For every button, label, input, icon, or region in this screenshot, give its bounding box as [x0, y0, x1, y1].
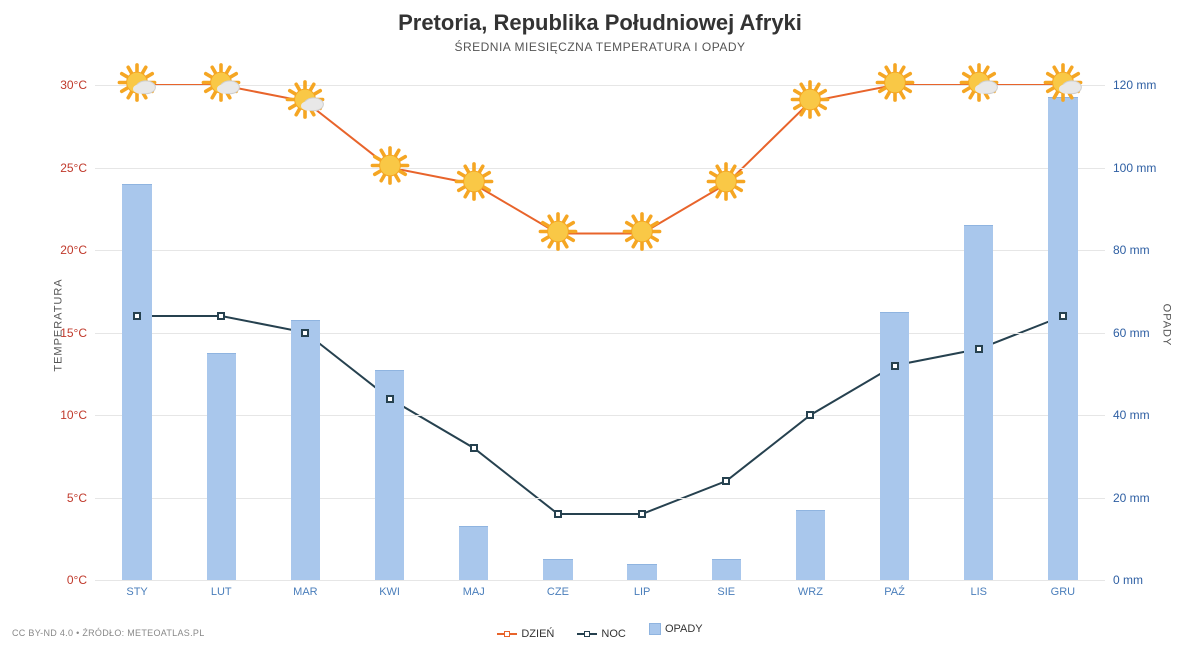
x-category-label: LUT [211, 586, 232, 598]
night-marker [1059, 312, 1067, 320]
y-tick-left: 30°C [60, 78, 95, 92]
gridline [95, 415, 1105, 416]
gridline [95, 498, 1105, 499]
climate-chart: Pretoria, Republika Południowej Afryki Ś… [0, 0, 1200, 650]
night-marker [554, 510, 562, 518]
legend-label-night: NOC [601, 628, 625, 640]
plot-area: 0°C5°C10°C15°C20°C25°C30°C0 mm20 mm40 mm… [95, 85, 1105, 580]
legend-item-day: DZIEŃ [497, 628, 554, 640]
legend-label-precip: OPADY [665, 623, 703, 635]
night-marker [470, 444, 478, 452]
precip-bar [207, 353, 236, 580]
y-tick-left: 20°C [60, 243, 95, 257]
x-category-label: LIS [970, 586, 987, 598]
legend-item-night: NOC [577, 628, 625, 640]
legend: DZIEŃ NOC OPADY [0, 623, 1200, 640]
precip-bar [291, 320, 320, 580]
gridline [95, 168, 1105, 169]
x-category-label: KWI [379, 586, 400, 598]
y-tick-right: 60 mm [1105, 326, 1150, 340]
y-tick-left: 5°C [67, 491, 95, 505]
precip-bar [1048, 97, 1077, 580]
x-category-label: PAŹ [884, 586, 905, 598]
night-marker [806, 411, 814, 419]
legend-swatch-precip [649, 623, 661, 635]
x-category-label: SIE [717, 586, 735, 598]
x-category-label: STY [126, 586, 147, 598]
x-category-label: WRZ [798, 586, 823, 598]
y-tick-left: 0°C [67, 573, 95, 587]
night-marker [301, 329, 309, 337]
precip-bar [796, 510, 825, 580]
x-category-label: LIP [634, 586, 651, 598]
gridline [95, 333, 1105, 334]
legend-swatch-night [577, 633, 597, 635]
night-marker [975, 345, 983, 353]
night-marker [722, 477, 730, 485]
x-category-label: MAR [293, 586, 317, 598]
legend-item-precip: OPADY [649, 623, 703, 635]
precip-bar [459, 526, 488, 580]
precip-bar [964, 225, 993, 580]
chart-subtitle: ŚREDNIA MIESIĘCZNA TEMPERATURA I OPADY [0, 40, 1200, 54]
night-marker [638, 510, 646, 518]
legend-swatch-day [497, 633, 517, 635]
x-category-label: MAJ [463, 586, 485, 598]
precip-bar [627, 564, 656, 581]
night-marker [386, 395, 394, 403]
y-tick-right: 120 mm [1105, 78, 1156, 92]
y-tick-right: 0 mm [1105, 573, 1143, 587]
precip-bar [543, 559, 572, 580]
night-marker [133, 312, 141, 320]
precip-bar [122, 184, 151, 580]
gridline [95, 580, 1105, 581]
y-tick-right: 100 mm [1105, 161, 1156, 175]
y-tick-right: 80 mm [1105, 243, 1150, 257]
night-marker [217, 312, 225, 320]
precip-bar [880, 312, 909, 580]
legend-label-day: DZIEŃ [521, 628, 554, 640]
gridline [95, 250, 1105, 251]
night-marker [891, 362, 899, 370]
x-category-label: GRU [1051, 586, 1075, 598]
y-tick-left: 25°C [60, 161, 95, 175]
precip-bar [712, 559, 741, 580]
y-tick-right: 40 mm [1105, 408, 1150, 422]
gridline [95, 85, 1105, 86]
chart-title: Pretoria, Republika Południowej Afryki [0, 0, 1200, 36]
y-tick-left: 15°C [60, 326, 95, 340]
y-axis-right-title: OPADY [1161, 304, 1173, 347]
x-category-label: CZE [547, 586, 569, 598]
y-tick-left: 10°C [60, 408, 95, 422]
y-tick-right: 20 mm [1105, 491, 1150, 505]
